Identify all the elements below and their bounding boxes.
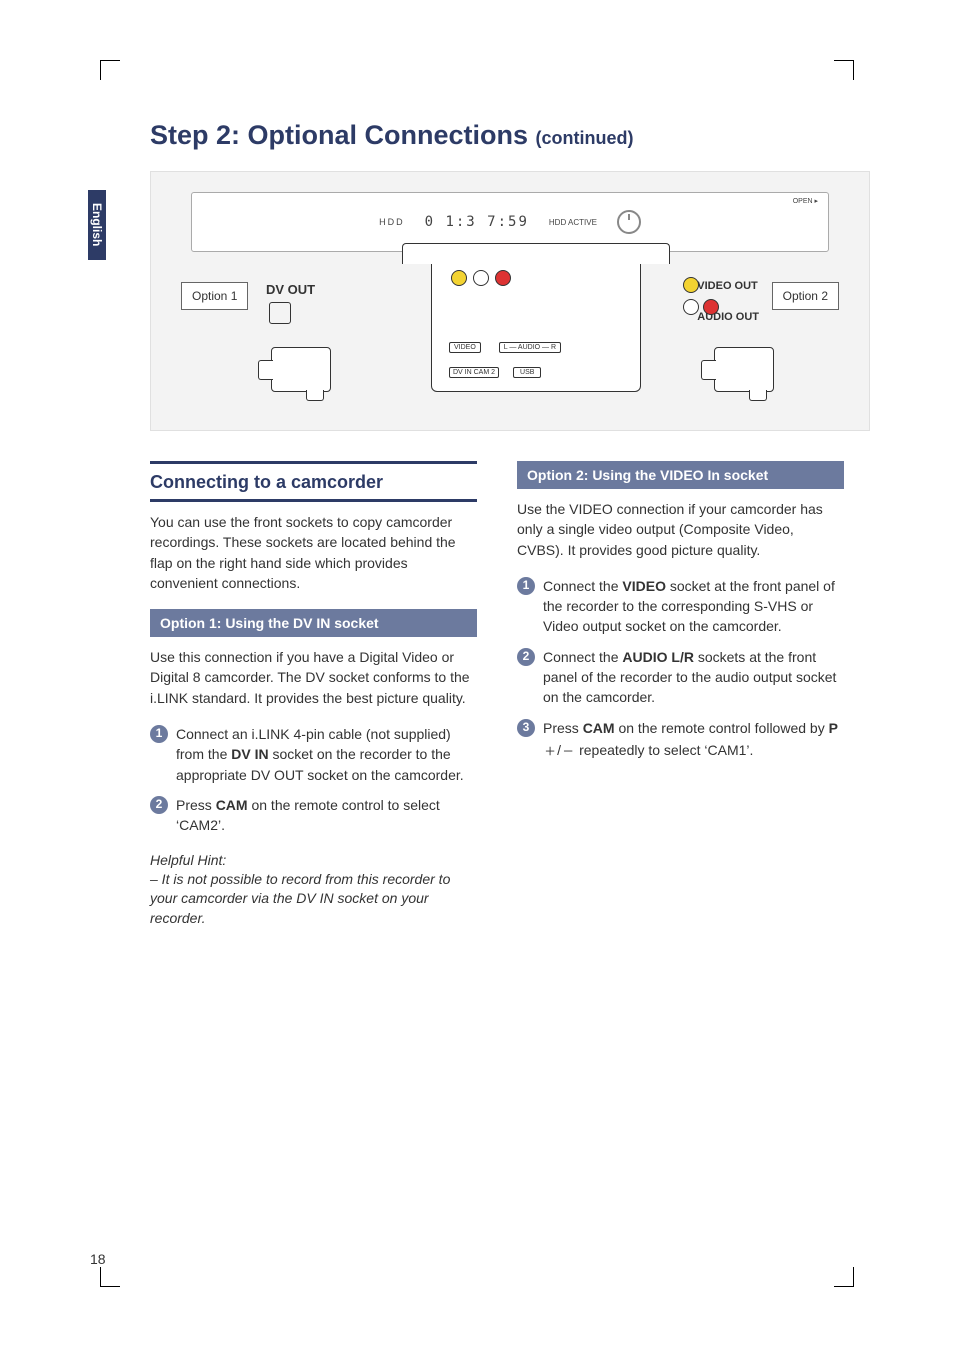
option1-callout: Option 1 — [181, 282, 248, 310]
option2-callout: Option 2 — [772, 282, 839, 310]
port-label-dvin: DV IN CAM 2 — [449, 367, 499, 378]
body-columns: Connecting to a camcorder You can use th… — [150, 461, 844, 928]
step-text: on the remote control followed by — [615, 720, 829, 736]
title-main: Step 2: Optional Connections — [150, 120, 536, 150]
rca-audio-l-icon — [473, 270, 489, 286]
step-text: Connect the — [543, 649, 622, 665]
connecting-intro: You can use the front sockets to copy ca… — [150, 512, 477, 593]
audio-lr-bold: AUDIO L/R — [622, 649, 694, 665]
video-bold: VIDEO — [622, 578, 666, 594]
left-column: Connecting to a camcorder You can use th… — [150, 461, 477, 928]
rca-audio-l-icon — [683, 299, 699, 315]
helpful-hint-body: – It is not possible to record from this… — [150, 870, 477, 929]
option1-heading: Option 1: Using the DV IN socket — [150, 609, 477, 637]
open-label: OPEN ▸ — [793, 197, 818, 205]
page-number: 18 — [90, 1251, 106, 1267]
crop-mark-br — [834, 1267, 854, 1287]
option2-step-1: Connect the VIDEO socket at the front pa… — [517, 576, 844, 637]
plus-icon: + — [543, 741, 557, 761]
port-label-audio: L — AUDIO — R — [499, 342, 561, 353]
section-rule — [150, 461, 477, 464]
connecting-heading: Connecting to a camcorder — [150, 466, 477, 497]
option1-step-2: Press CAM on the remote control to selec… — [150, 795, 477, 836]
rca-jacks-camcorder — [683, 277, 719, 315]
port-label-usb: USB — [513, 367, 541, 378]
camcorder-right-icon — [714, 347, 774, 392]
option1-steps: Connect an i.LINK 4-pin cable (not suppl… — [150, 724, 477, 835]
option2-step-2: Connect the AUDIO L/R sockets at the fro… — [517, 647, 844, 708]
option2-intro: Use the VIDEO connection if your camcord… — [517, 499, 844, 560]
rca-audio-r-icon — [495, 270, 511, 286]
title-continued: (continued) — [536, 128, 634, 148]
rca-video-icon — [683, 277, 699, 293]
minus-icon: − — [561, 741, 575, 761]
section-rule — [150, 499, 477, 502]
crop-mark-tr — [834, 60, 854, 80]
dv-out-label: DV OUT — [266, 282, 315, 297]
step-text: Connect the — [543, 578, 622, 594]
camcorder-left-icon — [271, 347, 331, 392]
page-root: English Step 2: Optional Connections (co… — [0, 0, 954, 1347]
crop-mark-bl — [100, 1267, 120, 1287]
rca-audio-r-icon — [703, 299, 719, 315]
rca-jacks-front — [451, 270, 511, 286]
helpful-hint-title: Helpful Hint: — [150, 852, 477, 868]
p-bold: P — [829, 720, 838, 736]
hdd-label: HDD — [379, 217, 405, 227]
option2-heading: Option 2: Using the VIDEO In socket — [517, 461, 844, 489]
step-text: Press — [543, 720, 583, 736]
step-text: repeatedly to select ‘CAM1’. — [579, 742, 753, 758]
page-title: Step 2: Optional Connections (continued) — [150, 120, 884, 151]
option2-steps: Connect the VIDEO socket at the front pa… — [517, 576, 844, 764]
cam-bold: CAM — [583, 720, 615, 736]
option1-intro: Use this connection if you have a Digita… — [150, 647, 477, 708]
dv-in-bold: DV IN — [231, 746, 268, 762]
front-port-labels: VIDEO L — AUDIO — R — [449, 342, 561, 353]
port-label-video: VIDEO — [449, 342, 481, 353]
option1-step-1: Connect an i.LINK 4-pin cable (not suppl… — [150, 724, 477, 785]
option2-step-3: Press CAM on the remote control followed… — [517, 718, 844, 764]
connection-diagram: HDD 0 1:3 7:59 HDD ACTIVE OPEN ▸ Option … — [150, 171, 870, 431]
hdd-active-label: HDD ACTIVE — [549, 218, 597, 227]
jog-dial-icon — [617, 210, 641, 234]
language-tab: English — [88, 190, 106, 260]
step-text: Press — [176, 797, 216, 813]
dv-port-icon — [269, 302, 291, 324]
right-column: Option 2: Using the VIDEO In socket Use … — [517, 461, 844, 928]
device-clock: 0 1:3 7:59 — [425, 214, 529, 230]
crop-mark-tl — [100, 60, 120, 80]
rca-video-icon — [451, 270, 467, 286]
cam-bold: CAM — [216, 797, 248, 813]
